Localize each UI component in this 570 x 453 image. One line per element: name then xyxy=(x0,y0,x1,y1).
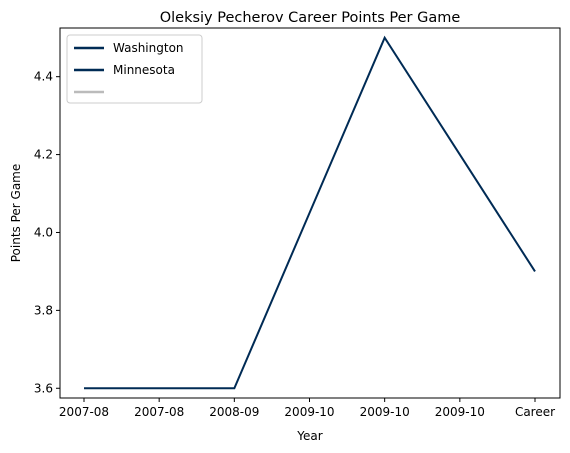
y-tick-label: 4.4 xyxy=(34,70,53,84)
legend-frame xyxy=(66,34,203,104)
x-tick-label: 2009-10 xyxy=(435,405,485,419)
x-axis: 2007-08 2007-08 2008-09 2009-10 2009-10 2009-… xyxy=(59,398,555,419)
y-tick-label: 4.2 xyxy=(34,148,53,162)
y-tick-label: 4.0 xyxy=(34,225,53,239)
x-tick-label: 2007-08 xyxy=(134,405,184,419)
y-axis-label: Points Per Game xyxy=(9,164,23,263)
chart-title: Oleksiy Pecherov Career Points Per Game xyxy=(160,10,461,26)
y-axis: 3.6 3.8 4.0 4.2 4.4 xyxy=(34,70,60,395)
legend-label: Washington xyxy=(113,41,184,55)
series-line xyxy=(84,35,536,390)
plot-area: 3.63.84.04.24.4 2007-08 2007-08 2008-09 200… xyxy=(34,27,561,419)
x-tick-label: 2009-10 xyxy=(360,405,410,419)
x-tick-label: 2009-10 xyxy=(284,405,334,419)
x-tick-label: 2008-09 xyxy=(209,405,259,419)
y-tick-label: 3.8 xyxy=(34,303,53,317)
y-tick-label: 3.6 xyxy=(34,381,53,395)
x-tick-label: Career xyxy=(515,405,555,419)
series-layer xyxy=(84,35,536,390)
x-tick-label: 2007-08 xyxy=(59,405,109,419)
legend: Washington Minnesota xyxy=(66,34,203,104)
legend-label: Minnesota xyxy=(113,63,175,77)
x-axis-label: Year xyxy=(296,429,322,443)
